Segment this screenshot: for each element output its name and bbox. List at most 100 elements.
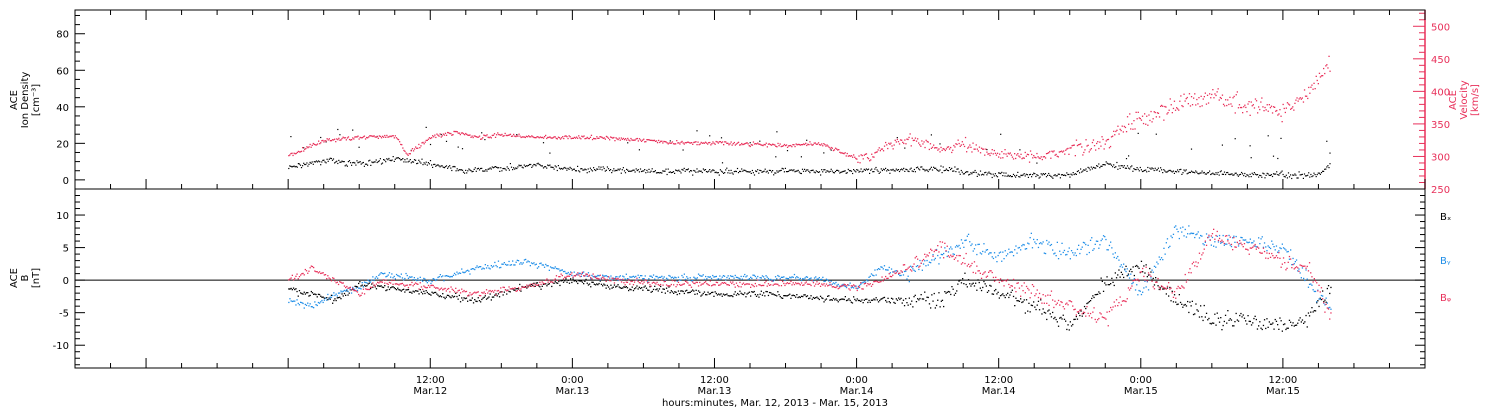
field-point: [1056, 241, 1058, 243]
velocity-point: [468, 134, 470, 136]
density-point: [1312, 175, 1314, 177]
velocity-point: [1087, 144, 1089, 146]
velocity-point: [1005, 153, 1007, 155]
density-point: [704, 169, 707, 171]
density-point: [873, 171, 875, 173]
field-point: [1007, 253, 1009, 255]
field-point: [541, 281, 543, 283]
density-point: [1295, 174, 1297, 176]
velocity-point: [660, 140, 662, 142]
velocity-point: [1268, 104, 1270, 106]
velocity-point: [466, 133, 468, 136]
density-point: [679, 170, 681, 172]
velocity-point: [409, 153, 411, 155]
density-point: [1319, 173, 1321, 175]
field-point: [881, 276, 883, 278]
field-point: [1192, 232, 1195, 235]
density-point: [680, 172, 682, 174]
velocity-point: [792, 144, 794, 146]
density-point: [760, 170, 762, 172]
field-point: [1178, 294, 1180, 296]
field-point: [485, 289, 488, 291]
velocity-point: [1039, 157, 1041, 160]
density-point: [992, 173, 994, 175]
density-point: [1019, 149, 1021, 151]
field-point: [1010, 291, 1012, 293]
field-point: [328, 297, 330, 299]
velocity-point: [567, 137, 569, 140]
field-point: [309, 267, 311, 269]
field-point: [1173, 294, 1176, 296]
density-point: [1198, 173, 1200, 175]
density-point: [356, 160, 358, 162]
field-point: [630, 276, 632, 278]
field-point: [289, 288, 291, 290]
density-point: [580, 168, 582, 170]
field-point: [1198, 316, 1201, 318]
field-point: [817, 283, 819, 285]
velocity-point: [993, 149, 995, 152]
field-point: [689, 291, 691, 293]
density-point: [543, 166, 546, 168]
velocity-point: [1209, 93, 1211, 95]
density-point: [531, 166, 533, 168]
density-point: [1216, 173, 1218, 175]
field-point: [922, 298, 925, 300]
field-point: [610, 275, 612, 277]
field-point: [445, 275, 447, 277]
field-point: [1133, 278, 1135, 280]
field-point: [397, 287, 399, 289]
density-point: [290, 136, 292, 138]
field-point: [352, 287, 354, 290]
field-point: [1305, 269, 1307, 271]
field-point: [721, 295, 723, 297]
density-point: [651, 168, 653, 170]
density-point: [976, 175, 978, 177]
density-point: [867, 168, 870, 170]
field-point: [874, 269, 876, 271]
x-tick-time: 12:00: [700, 375, 729, 386]
velocity-point: [865, 153, 868, 155]
field-point: [908, 266, 910, 268]
velocity-point: [341, 137, 343, 140]
density-point: [979, 170, 982, 172]
field-point: [1138, 267, 1140, 269]
field-point: [500, 266, 502, 269]
density-point: [1178, 171, 1180, 173]
field-point: [692, 281, 694, 283]
density-point: [1236, 174, 1238, 176]
field-point: [465, 297, 468, 299]
velocity-point: [991, 149, 993, 151]
density-point: [1064, 174, 1066, 176]
velocity-point: [367, 137, 369, 139]
field-point: [1124, 268, 1126, 270]
field-point: [1308, 262, 1311, 264]
field-point: [1194, 313, 1196, 315]
density-point: [1186, 173, 1188, 175]
field-point: [594, 276, 597, 279]
field-point: [953, 253, 955, 256]
field-point: [562, 270, 565, 273]
field-point: [1095, 321, 1098, 323]
velocity-point: [559, 138, 562, 140]
field-point: [869, 275, 871, 277]
field-point: [483, 268, 485, 270]
velocity-point: [498, 133, 500, 136]
velocity-point: [789, 145, 791, 147]
density-point: [1328, 167, 1330, 169]
density-point: [1249, 145, 1251, 147]
field-point: [1068, 329, 1070, 331]
field-point: [1281, 243, 1283, 245]
density-point: [1152, 168, 1154, 170]
field-point: [800, 295, 803, 297]
field-point: [393, 287, 395, 289]
velocity-point: [1124, 126, 1127, 129]
velocity-point: [436, 133, 438, 135]
field-point: [436, 293, 438, 295]
field-point: [480, 301, 482, 303]
density-point: [547, 164, 549, 166]
density-point: [708, 170, 710, 172]
field-point: [722, 275, 725, 277]
legend-bx: Bₓ: [1440, 212, 1451, 223]
velocity-point: [542, 137, 545, 139]
